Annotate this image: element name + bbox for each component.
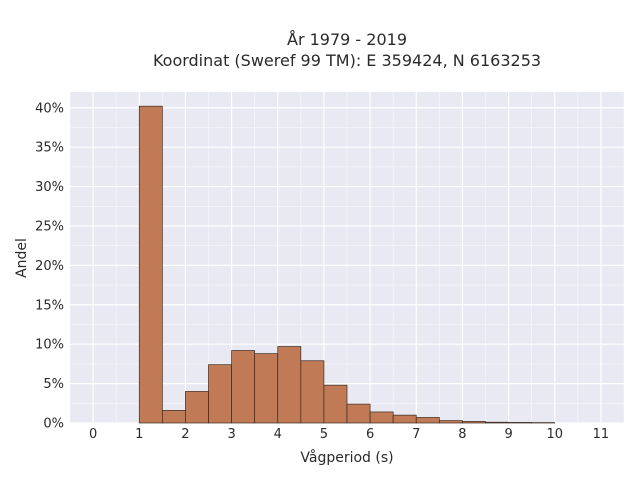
y-tick-label: 10% bbox=[35, 338, 64, 353]
x-tick-label: 0 bbox=[89, 427, 97, 442]
y-tick-label: 20% bbox=[35, 259, 64, 274]
x-tick-label: 9 bbox=[504, 427, 512, 442]
y-tick-label: 5% bbox=[43, 377, 64, 392]
histogram-bar bbox=[254, 353, 279, 424]
x-axis-label: Vågperiod (s) bbox=[300, 449, 393, 466]
x-tick-label: 6 bbox=[366, 427, 374, 442]
bars bbox=[138, 105, 556, 424]
chart-title: År 1979 - 2019 bbox=[287, 30, 407, 49]
y-tick-label: 35% bbox=[35, 141, 64, 156]
histogram-bar bbox=[415, 417, 440, 424]
histogram-bar bbox=[508, 422, 533, 424]
x-tick-label: 7 bbox=[412, 427, 420, 442]
histogram-bar bbox=[369, 411, 394, 424]
histogram-bar bbox=[392, 414, 417, 424]
y-tick-label: 0% bbox=[43, 417, 64, 432]
histogram-bar bbox=[300, 360, 325, 424]
y-tick-label: 15% bbox=[35, 298, 64, 313]
x-tick-label: 10 bbox=[546, 427, 563, 442]
histogram-bar bbox=[485, 421, 509, 424]
histogram-bar bbox=[185, 391, 209, 424]
y-tick-label: 25% bbox=[35, 219, 64, 234]
x-axis-ticks: 0 1 2 3 4 5 6 7 8 9 10 11 bbox=[89, 427, 609, 442]
histogram-bar bbox=[208, 364, 232, 424]
x-tick-label: 2 bbox=[181, 427, 189, 442]
chart-subtitle: Koordinat (Sweref 99 TM): E 359424, N 61… bbox=[153, 51, 541, 70]
histogram-bar bbox=[346, 403, 371, 424]
histogram-bar bbox=[231, 350, 256, 424]
x-tick-label: 3 bbox=[227, 427, 235, 442]
y-axis-label: Andel bbox=[14, 238, 30, 278]
x-tick-label: 11 bbox=[593, 427, 610, 442]
x-tick-label: 1 bbox=[135, 427, 143, 442]
histogram-bar bbox=[161, 410, 186, 424]
y-axis-ticks: 0% 5% 10% 15% 20% 25% 30% 35% 40% bbox=[35, 101, 64, 431]
histogram-bar bbox=[138, 105, 163, 424]
x-tick-label: 8 bbox=[458, 427, 466, 442]
histogram-bar bbox=[323, 384, 348, 424]
y-tick-label: 30% bbox=[35, 180, 64, 195]
histogram-bar bbox=[438, 420, 463, 424]
histogram-bar bbox=[462, 421, 486, 424]
histogram-bar bbox=[277, 346, 302, 424]
x-tick-label: 5 bbox=[320, 427, 328, 442]
y-tick-label: 40% bbox=[35, 101, 64, 116]
x-tick-label: 4 bbox=[274, 427, 282, 442]
